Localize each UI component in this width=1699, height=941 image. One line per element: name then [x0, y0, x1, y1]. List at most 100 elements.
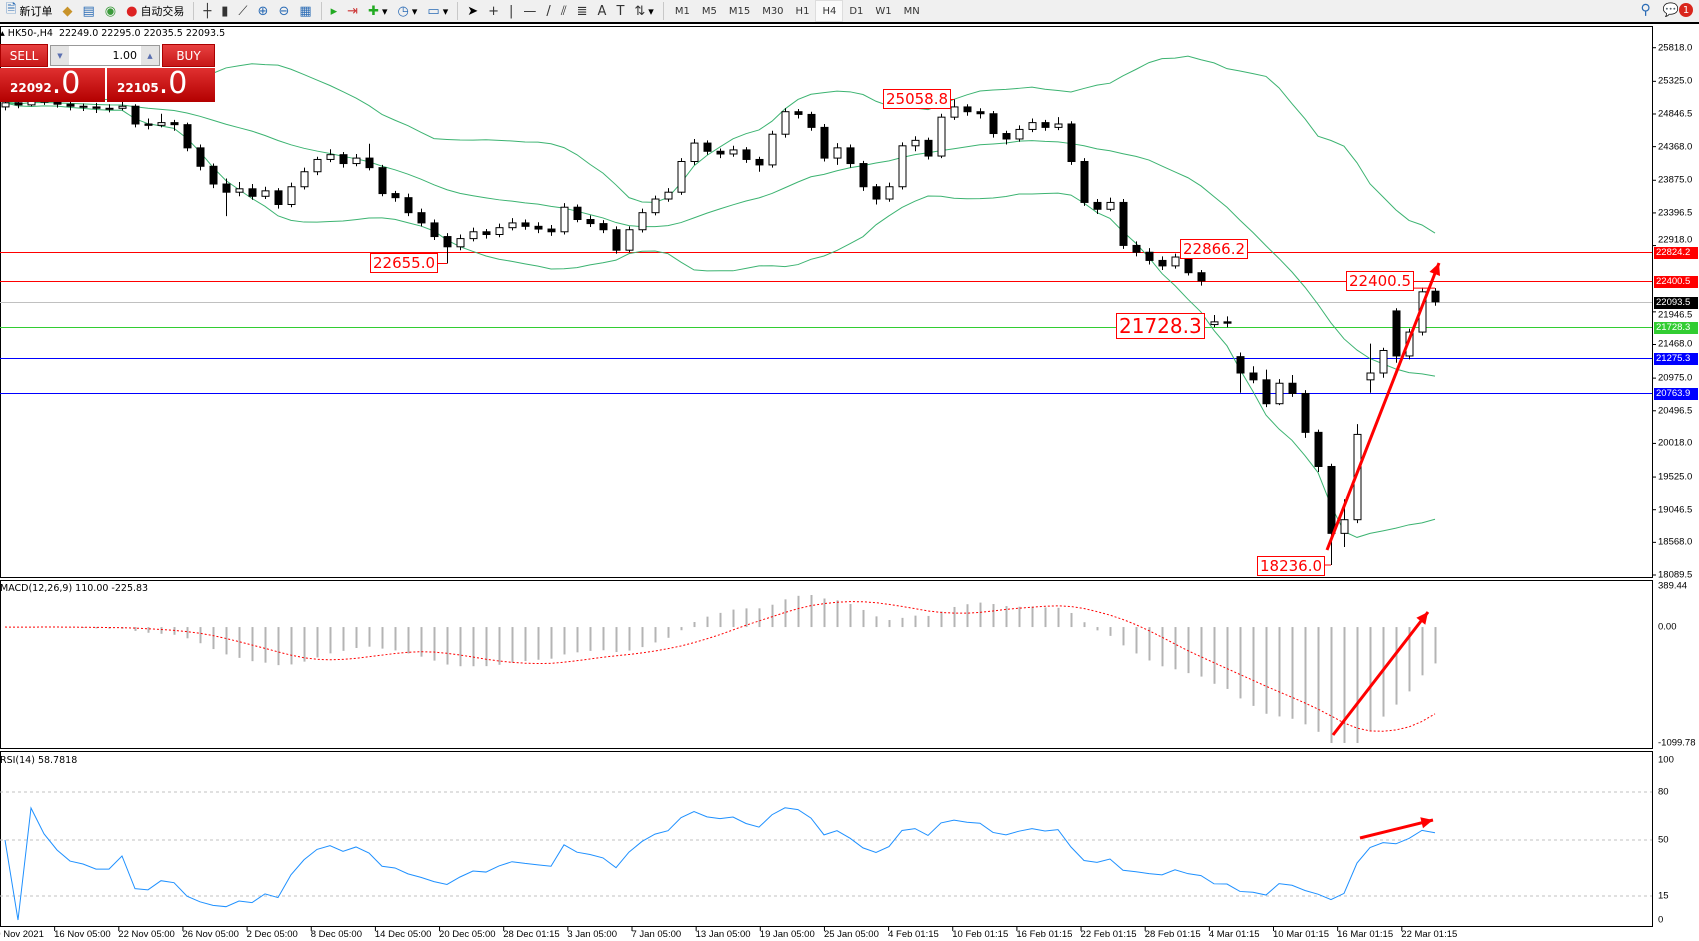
time-axis-label: 16 Mar 01:15 — [1337, 929, 1394, 940]
notifications-button[interactable]: 💬 1 — [1663, 3, 1693, 18]
vertical-line-button[interactable]: | — [505, 0, 517, 22]
text-label-button[interactable]: T — [612, 0, 628, 22]
horizontal-line-button[interactable]: — — [519, 0, 540, 22]
candle — [963, 104, 972, 116]
lot-value[interactable]: 1.00 — [112, 49, 138, 62]
candle-body — [66, 103, 75, 107]
time-axis-label: 4 Mar 01:15 — [1208, 929, 1260, 940]
terminal-button[interactable]: ▤ — [78, 0, 98, 22]
timeframe-m5[interactable]: M5 — [701, 5, 717, 17]
signals-button[interactable]: ◉ — [101, 0, 120, 22]
candle-body — [729, 149, 738, 155]
timeframe-w1[interactable]: W1 — [875, 5, 892, 17]
bar-chart-button[interactable]: ┼ — [199, 0, 215, 22]
chat-bubble-icon: 💬 — [1662, 2, 1679, 18]
macd-trend-arrow[interactable] — [1331, 611, 1430, 736]
clock-icon: ◷ — [397, 3, 409, 19]
cursor-button[interactable]: ➤ — [463, 0, 482, 22]
candle — [1171, 253, 1180, 269]
candle — [807, 111, 816, 131]
line-chart-button[interactable]: ⟋ — [234, 0, 251, 22]
candle — [1223, 316, 1232, 328]
timeframe-mn[interactable]: MN — [903, 5, 920, 17]
candle — [742, 147, 751, 163]
chart-shift-icon: ⇥ — [347, 3, 359, 19]
periods-button[interactable]: ◷ ▾ — [397, 3, 418, 19]
zoom-out-button[interactable]: ⊖ — [274, 0, 293, 22]
price-axis-label: 25818.0 — [1658, 42, 1693, 54]
candle-body — [1041, 122, 1050, 128]
price-annotation-resistance[interactable]: 22866.2 — [1180, 239, 1249, 259]
trend-arrows[interactable] — [432, 98, 1441, 840]
price-axis-label: 22918.0 — [1658, 234, 1693, 245]
chart-shift-button[interactable]: ⇥ — [343, 0, 362, 22]
arrows-button[interactable]: ⇅ ▾ — [634, 3, 654, 19]
candle — [1132, 241, 1141, 257]
arrow-shaft — [1359, 818, 1434, 840]
price-annotation-high[interactable]: 25058.8 — [883, 89, 952, 109]
timeframe-m30[interactable]: M30 — [762, 5, 784, 17]
price-annotation-support[interactable]: 21728.3 — [1116, 313, 1205, 339]
lot-decrease-button[interactable]: ▼ — [51, 46, 69, 65]
indicators-button[interactable]: ✚ ▾ — [368, 3, 388, 19]
price-axis-label: 19525.0 — [1658, 471, 1693, 483]
tile-windows-button[interactable]: ▦ — [295, 0, 315, 22]
buy-price-box[interactable]: 22105.0 — [107, 68, 215, 102]
candle — [1392, 308, 1401, 363]
candle-body — [339, 154, 348, 165]
auto-trading-button[interactable]: ● 自动交易 — [126, 3, 185, 19]
candle — [885, 182, 894, 202]
candle-body — [1197, 272, 1206, 282]
crosshair-button[interactable]: + — [484, 0, 503, 22]
candle — [1080, 158, 1089, 206]
timeframe-m1[interactable]: M1 — [674, 5, 690, 17]
lot-size-input[interactable]: ▼ 1.00 ▲ — [50, 45, 160, 66]
candle — [417, 208, 426, 227]
level-tag: 20763.9 — [1654, 387, 1698, 400]
candle — [1054, 117, 1063, 131]
candle — [261, 186, 270, 200]
candle-body — [820, 126, 829, 159]
search-icon[interactable]: ⚲ — [1640, 2, 1651, 18]
signals-icon: ◉ — [104, 3, 117, 19]
candle — [690, 138, 699, 165]
vertical-line-icon: | — [509, 3, 514, 19]
auto-scroll-button[interactable]: ▸ — [327, 0, 342, 22]
metaeditor-button[interactable]: ◆ — [58, 0, 76, 22]
timeframe-m15[interactable]: M15 — [728, 5, 751, 17]
candle — [534, 222, 543, 234]
templates-button[interactable]: ▭ ▾ — [427, 3, 449, 19]
candle — [365, 143, 374, 171]
timeframe-h4[interactable]: H4 — [815, 0, 844, 22]
price-trend-arrow[interactable] — [1325, 262, 1441, 551]
candle — [170, 119, 179, 131]
trendline-button[interactable]: / — [542, 0, 554, 22]
rsi-trend-arrow[interactable] — [1359, 817, 1434, 840]
sell-button[interactable]: SELL — [0, 44, 48, 67]
candle-body — [326, 154, 335, 160]
zoom-in-button[interactable]: ⊕ — [254, 0, 273, 22]
candle — [1236, 352, 1245, 393]
sell-price-box[interactable]: 22092.0 — [0, 68, 105, 102]
buy-button[interactable]: BUY — [162, 44, 215, 67]
timeframe-d1[interactable]: D1 — [849, 5, 864, 17]
channel-button[interactable]: ⫽ — [557, 0, 571, 22]
lot-increase-button[interactable]: ▲ — [141, 46, 159, 65]
time-axis-label: 26 Nov 05:00 — [182, 929, 239, 940]
candle-body — [209, 165, 218, 185]
candlestick-button[interactable]: ▮ — [217, 0, 232, 22]
price-annotation-current-resistance[interactable]: 22400.5 — [1346, 271, 1415, 291]
text-button[interactable]: A — [594, 0, 611, 22]
new-order-button[interactable]: 🗎 新订单 — [2, 0, 56, 22]
timeframe-h1[interactable]: H1 — [795, 5, 810, 17]
fibonacci-button[interactable]: ≣ — [573, 0, 592, 22]
candle — [222, 178, 231, 217]
price-annotation-low-dec[interactable]: 22655.0 — [370, 253, 439, 273]
price-annotation-low[interactable]: 18236.0 — [1257, 556, 1326, 576]
collapse-icon: ▴ — [0, 28, 8, 39]
candle — [1093, 199, 1102, 215]
candle — [508, 218, 517, 231]
candle-body — [664, 191, 673, 200]
price-axis-label: 24368.0 — [1658, 141, 1693, 153]
